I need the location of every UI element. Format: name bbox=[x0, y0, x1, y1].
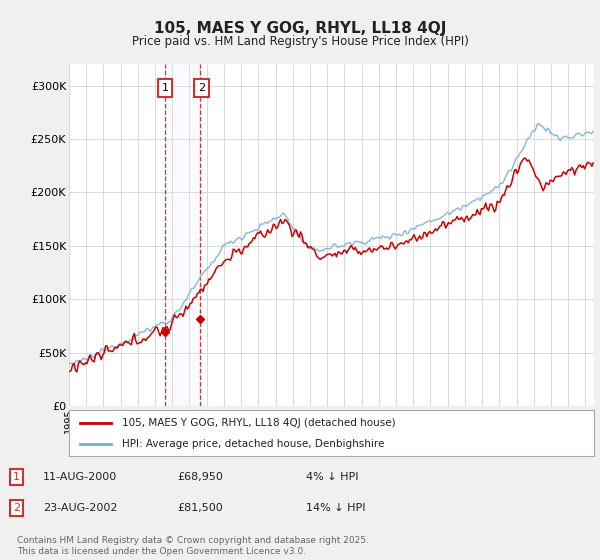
Text: 1: 1 bbox=[161, 83, 169, 94]
Text: 11-AUG-2000: 11-AUG-2000 bbox=[43, 472, 118, 482]
Text: £68,950: £68,950 bbox=[177, 472, 223, 482]
Text: 105, MAES Y GOG, RHYL, LL18 4QJ (detached house): 105, MAES Y GOG, RHYL, LL18 4QJ (detache… bbox=[121, 418, 395, 428]
Text: 23-AUG-2002: 23-AUG-2002 bbox=[43, 503, 118, 513]
Text: 14% ↓ HPI: 14% ↓ HPI bbox=[306, 503, 365, 513]
Text: 105, MAES Y GOG, RHYL, LL18 4QJ: 105, MAES Y GOG, RHYL, LL18 4QJ bbox=[154, 21, 446, 36]
Text: 2: 2 bbox=[13, 503, 20, 513]
Text: 4% ↓ HPI: 4% ↓ HPI bbox=[306, 472, 359, 482]
Text: 1: 1 bbox=[13, 472, 20, 482]
Text: Price paid vs. HM Land Registry's House Price Index (HPI): Price paid vs. HM Land Registry's House … bbox=[131, 35, 469, 48]
Text: HPI: Average price, detached house, Denbighshire: HPI: Average price, detached house, Denb… bbox=[121, 439, 384, 449]
Bar bbox=[165, 64, 200, 406]
Text: 2: 2 bbox=[197, 83, 205, 94]
Text: £81,500: £81,500 bbox=[177, 503, 223, 513]
Text: Contains HM Land Registry data © Crown copyright and database right 2025.
This d: Contains HM Land Registry data © Crown c… bbox=[17, 536, 368, 556]
